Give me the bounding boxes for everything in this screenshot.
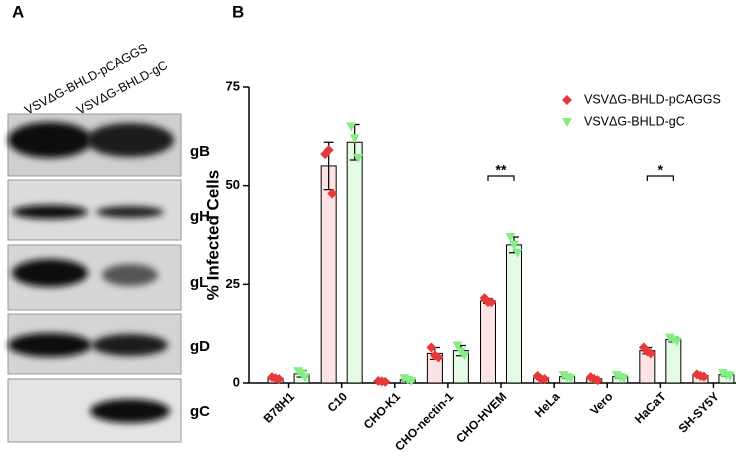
x-tick-label: SH-SY5Y xyxy=(676,389,722,435)
replicate-point xyxy=(274,374,285,385)
y-tick-label: 75 xyxy=(226,78,240,93)
y-tick-label: 25 xyxy=(226,276,240,291)
significance-bracket xyxy=(646,175,674,181)
replicate-point xyxy=(349,134,360,144)
legend-marker xyxy=(562,95,572,105)
bar xyxy=(346,141,363,384)
band-label: gH xyxy=(190,208,210,225)
x-tick-label: C10 xyxy=(325,389,351,415)
x-tick-label: CHO-HVEM xyxy=(453,389,509,445)
band-label: gC xyxy=(190,403,210,420)
blot-gB xyxy=(7,113,182,177)
replicate-point xyxy=(724,371,735,381)
bar xyxy=(320,165,337,384)
blot-gC xyxy=(7,378,182,443)
x-tick-label: HeLa xyxy=(532,389,563,420)
panel-a: A VSVΔG-BHLD-pCAGGS VSVΔG-BHLD-gC g xyxy=(7,2,210,443)
blot-gH xyxy=(7,179,182,241)
significance-label: * xyxy=(658,162,664,178)
replicate-point xyxy=(512,248,523,258)
x-tick-label: CHO-K1 xyxy=(361,389,404,432)
bar xyxy=(506,244,522,384)
legend-label: VSVΔG-BHLD-gC xyxy=(584,114,685,128)
band-label: gL xyxy=(190,274,208,291)
replicate-point xyxy=(459,351,470,361)
replicate-point xyxy=(539,374,550,385)
panel-label: A xyxy=(12,2,24,21)
x-tick-label: Vero xyxy=(587,389,615,417)
panel-b: B % Infected Cells 0 25 50 75 B78H1 C10 CHO-K1… xyxy=(203,2,736,454)
y-axis-label: % Infected Cells xyxy=(203,170,222,300)
replicate-point xyxy=(565,374,576,384)
replicate-point xyxy=(323,145,334,156)
replicate-point xyxy=(509,240,519,250)
replicate-point xyxy=(433,352,444,363)
replicate-point xyxy=(353,154,364,164)
replicate-point xyxy=(698,371,709,382)
bar xyxy=(665,339,682,384)
x-tick-label: HaCaT xyxy=(632,389,669,426)
replicate-point xyxy=(671,337,682,347)
band-label: gB xyxy=(190,143,210,160)
legend-marker xyxy=(562,118,572,127)
replicate-point xyxy=(645,348,656,359)
bar xyxy=(480,300,496,384)
replicate-point xyxy=(618,374,629,384)
replicate-point xyxy=(300,373,311,383)
x-tick-label: B78H1 xyxy=(261,389,298,426)
panel-label: B xyxy=(232,2,244,21)
blot-gL xyxy=(7,244,182,311)
y-tick-label: 0 xyxy=(233,374,240,389)
significance-bracket xyxy=(487,175,515,181)
y-tick-label: 50 xyxy=(226,177,240,192)
replicate-point xyxy=(426,342,437,353)
replicate-point xyxy=(327,188,338,199)
replicate-point xyxy=(380,376,391,387)
significance-label: ** xyxy=(496,162,507,178)
replicate-point xyxy=(406,377,417,387)
replicate-point xyxy=(592,375,603,386)
band-label: gD xyxy=(190,338,210,355)
replicate-point xyxy=(346,122,357,132)
replicate-point xyxy=(486,297,497,308)
replicate-point xyxy=(452,341,463,351)
blot-gD xyxy=(7,313,182,375)
legend-label: VSVΔG-BHLD-pCAGGS xyxy=(584,92,721,106)
replicate-point xyxy=(505,232,516,242)
